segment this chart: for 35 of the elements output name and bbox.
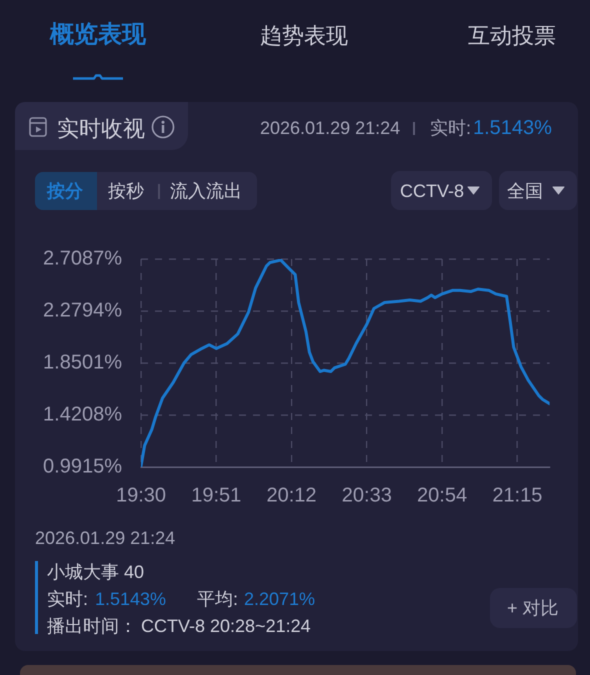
text: 实时: — [47, 589, 88, 609]
x-tick-label: 20:54 — [417, 484, 468, 507]
y-tick-label: 0.9915% — [43, 456, 122, 478]
text: 流入流出 — [170, 181, 242, 201]
text: 实时: — [430, 118, 472, 138]
x-tick-label: 21:15 — [492, 484, 542, 507]
dropdown[interactable] — [499, 171, 577, 210]
text: 播出时间： — [47, 616, 137, 636]
dropdown[interactable] — [391, 171, 492, 210]
chart-title: 实时收视 — [57, 116, 145, 141]
text: 趋势表现 — [260, 23, 348, 48]
x-tick-label: 20:33 — [342, 484, 392, 507]
text: 全国 — [507, 181, 543, 201]
text: 按分 — [47, 181, 83, 201]
text: 2.2071% — [244, 589, 316, 609]
y-tick-label: 2.7087% — [43, 248, 122, 270]
text: + 对比 — [507, 598, 559, 618]
text: 平均: — [197, 589, 238, 609]
segmented-control[interactable] — [35, 172, 257, 210]
text: CCTV-8 — [400, 181, 464, 201]
text: 1.5143% — [473, 117, 552, 139]
x-tick-label: 19:30 — [116, 484, 166, 507]
x-tick-label: 20:12 — [266, 484, 317, 507]
text: 2026.01.29 21:24 — [260, 118, 400, 138]
x-tick-label: 19:51 — [191, 484, 242, 507]
text: 按秒 — [108, 181, 144, 201]
text: 互动投票 — [468, 23, 556, 48]
text: 2026.01.29 21:24 — [35, 528, 176, 548]
y-tick-label: 2.2794% — [43, 300, 122, 322]
text: CCTV-8 20:28~21:24 — [141, 616, 311, 636]
text: 小城大事 40 — [47, 562, 144, 582]
text: 1.5143% — [95, 589, 166, 609]
y-tick-label: 1.4208% — [43, 404, 122, 426]
y-tick-label: 1.8501% — [43, 352, 122, 374]
text: 概览表现 — [50, 21, 146, 48]
